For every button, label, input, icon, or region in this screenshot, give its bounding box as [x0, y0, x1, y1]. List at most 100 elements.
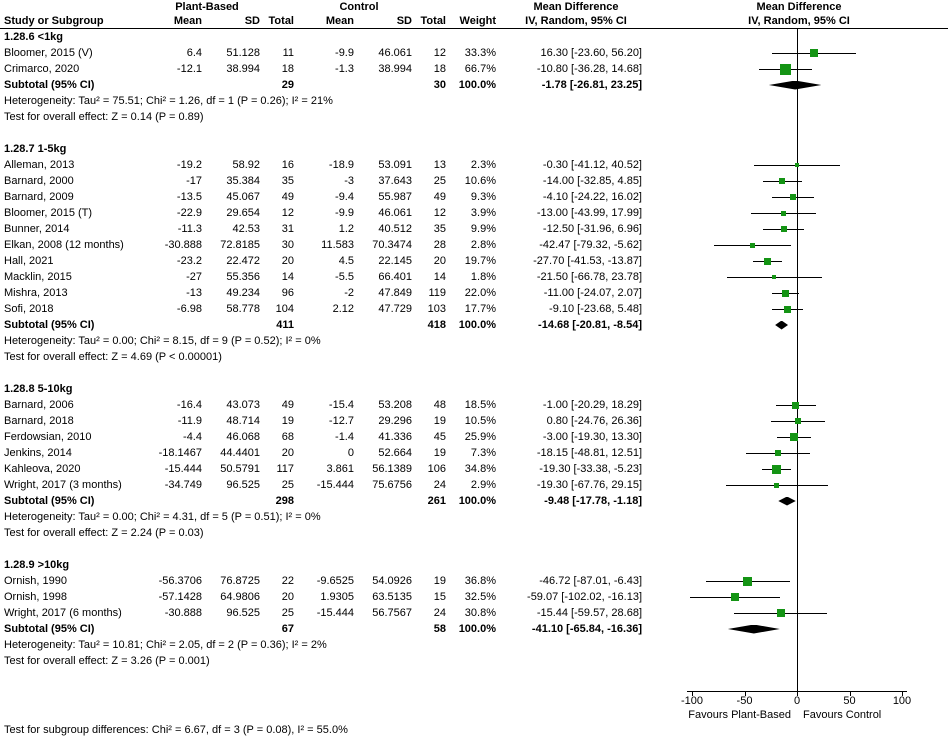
- study-mean-control: 1.9305: [320, 590, 354, 603]
- subtotal-total-control: 261: [427, 494, 446, 507]
- study-sd-control: 22.145: [378, 254, 412, 267]
- plot-cell: [650, 301, 948, 317]
- study-ci-text: -19.30 [-67.76, 29.15]: [536, 478, 642, 491]
- study-name: Wright, 2017 (3 months): [4, 478, 122, 491]
- plot-cell: [650, 269, 948, 285]
- study-total-plant: 14: [281, 270, 294, 283]
- zero-line-segment: [797, 525, 798, 541]
- study-sd-control: 40.512: [378, 222, 412, 235]
- study-ci-text: -59.07 [-102.02, -16.13]: [527, 590, 642, 603]
- study-mean-control: -1.4: [335, 430, 354, 443]
- study-row: Hall, 2021 -23.2 22.472 20 4.5 22.145 20 19.7% -…: [0, 253, 948, 269]
- md-plot-method-header: IV, Random, 95% CI: [748, 14, 850, 27]
- study-total-control: 106: [427, 462, 446, 475]
- study-sd-plant: 45.067: [226, 190, 260, 203]
- study-weight: 3.9%: [470, 206, 496, 219]
- study-row: Sofi, 2018 -6.98 58.778 104 2.12 47.729 103 17.…: [0, 301, 948, 317]
- study-sd-plant: 50.5791: [220, 462, 260, 475]
- effect-marker: [743, 576, 753, 586]
- subtotal-row: Subtotal (95% CI) 29 30 100.0% -1.78 [-26.81…: [0, 77, 948, 93]
- study-mean-plant: -18.1467: [158, 446, 202, 459]
- study-sd-control: 53.091: [378, 158, 412, 171]
- study-sd-control: 55.987: [378, 190, 412, 203]
- md-plot-column-title: Mean Difference: [756, 0, 842, 13]
- heterogeneity-text: Heterogeneity: Tau² = 75.51; Chi² = 1.26…: [4, 94, 333, 107]
- study-mean-plant: -11.9: [177, 414, 202, 427]
- study-mean-control: -9.9: [335, 206, 354, 219]
- axis-tick: [744, 691, 746, 696]
- study-weight: 10.5%: [464, 414, 496, 427]
- study-total-control: 19: [433, 574, 446, 587]
- study-ci-text: 16.30 [-23.60, 56.20]: [540, 46, 642, 59]
- study-sd-plant: 49.234: [226, 286, 260, 299]
- study-sd-plant: 42.53: [232, 222, 260, 235]
- study-sd-control: 47.849: [378, 286, 412, 299]
- study-total-plant: 20: [281, 446, 294, 459]
- study-mean-plant: -34.749: [164, 478, 202, 491]
- subgroup-header-row: 1.28.7 1-5kg: [0, 141, 948, 157]
- study-mean-control: 11.583: [321, 238, 354, 251]
- subtotal-weight: 100.0%: [458, 622, 496, 635]
- plot-cell: [650, 381, 948, 397]
- subtotal-weight: 100.0%: [458, 494, 496, 507]
- plot-cell: [650, 61, 948, 77]
- study-ci-text: -46.72 [-87.01, -6.43]: [539, 574, 642, 587]
- control-sd-header: SD: [396, 14, 412, 27]
- effect-marker: [774, 482, 780, 488]
- subtotal-total-plant: 29: [281, 78, 294, 91]
- study-row: Ornish, 1998 -57.1428 64.9806 20 1.9305 63.51…: [0, 589, 948, 605]
- study-mean-control: -2: [344, 286, 354, 299]
- study-sd-plant: 96.525: [226, 478, 260, 491]
- heterogeneity-row: Heterogeneity: Tau² = 0.00; Chi² = 4.31,…: [0, 509, 948, 525]
- axis-tick: [692, 691, 693, 696]
- study-name: Elkan, 2008 (12 months): [4, 238, 124, 251]
- study-sd-plant: 51.128: [226, 46, 260, 59]
- study-total-control: 14: [433, 270, 446, 283]
- study-ci-text: -12.50 [-31.96, 6.96]: [542, 222, 642, 235]
- zero-line-segment: [797, 557, 798, 573]
- plot-cell: [650, 461, 948, 477]
- study-name: Macklin, 2015: [4, 270, 72, 283]
- plot-cell: [650, 621, 948, 637]
- heterogeneity-row: Heterogeneity: Tau² = 10.81; Chi² = 2.05…: [0, 637, 948, 653]
- plot-cell: [650, 141, 948, 157]
- zero-line-segment: [797, 541, 798, 557]
- study-ci-text: 0.80 [-24.76, 26.36]: [546, 414, 642, 427]
- study-total-plant: 20: [281, 254, 294, 267]
- study-row: Mishra, 2013 -13 49.234 96 -2 47.849 119 22.0% -…: [0, 285, 948, 301]
- study-ci-text: -1.00 [-20.29, 18.29]: [542, 398, 642, 411]
- favours-right-label: Favours Control: [803, 709, 882, 721]
- study-name: Barnard, 2000: [4, 174, 74, 187]
- study-sd-control: 38.994: [378, 62, 412, 75]
- study-total-plant: 16: [281, 158, 294, 171]
- study-mean-control: 1.2: [338, 222, 354, 235]
- heterogeneity-text: Heterogeneity: Tau² = 10.81; Chi² = 2.05…: [4, 638, 327, 651]
- subgroup-label: 1.28.7 1-5kg: [4, 142, 67, 155]
- study-total-control: 49: [433, 190, 446, 203]
- study-sd-plant: 46.068: [226, 430, 260, 443]
- study-total-control: 20: [433, 254, 446, 267]
- subtotal-label: Subtotal (95% CI): [4, 622, 95, 635]
- plant-total-header: Total: [268, 14, 294, 27]
- study-sd-control: 29.296: [378, 414, 412, 427]
- zero-line-segment: [797, 93, 798, 109]
- study-name: Ferdowsian, 2010: [4, 430, 92, 443]
- spacer-row: [0, 365, 948, 381]
- study-mean-control: -15.444: [316, 606, 354, 619]
- plot-cell: [650, 333, 948, 349]
- plot-cell: [650, 173, 948, 189]
- effect-marker: [772, 464, 782, 474]
- study-total-plant: 96: [281, 286, 294, 299]
- plot-cell: [650, 397, 948, 413]
- study-total-control: 12: [433, 46, 446, 59]
- study-mean-control: -9.9: [335, 46, 354, 59]
- study-mean-plant: -15.444: [164, 462, 202, 475]
- study-ci-text: -19.30 [-33.38, -5.23]: [539, 462, 642, 475]
- effect-marker: [792, 401, 800, 409]
- study-ci-text: -15.44 [-59.57, 28.68]: [536, 606, 642, 619]
- study-weight: 19.7%: [464, 254, 496, 267]
- effect-marker: [780, 63, 792, 75]
- study-sd-control: 46.061: [378, 46, 412, 59]
- forest-rows: 1.28.6 <1kg Bloomer, 2015 (V) 6.4 51.128 11 -…: [0, 29, 948, 691]
